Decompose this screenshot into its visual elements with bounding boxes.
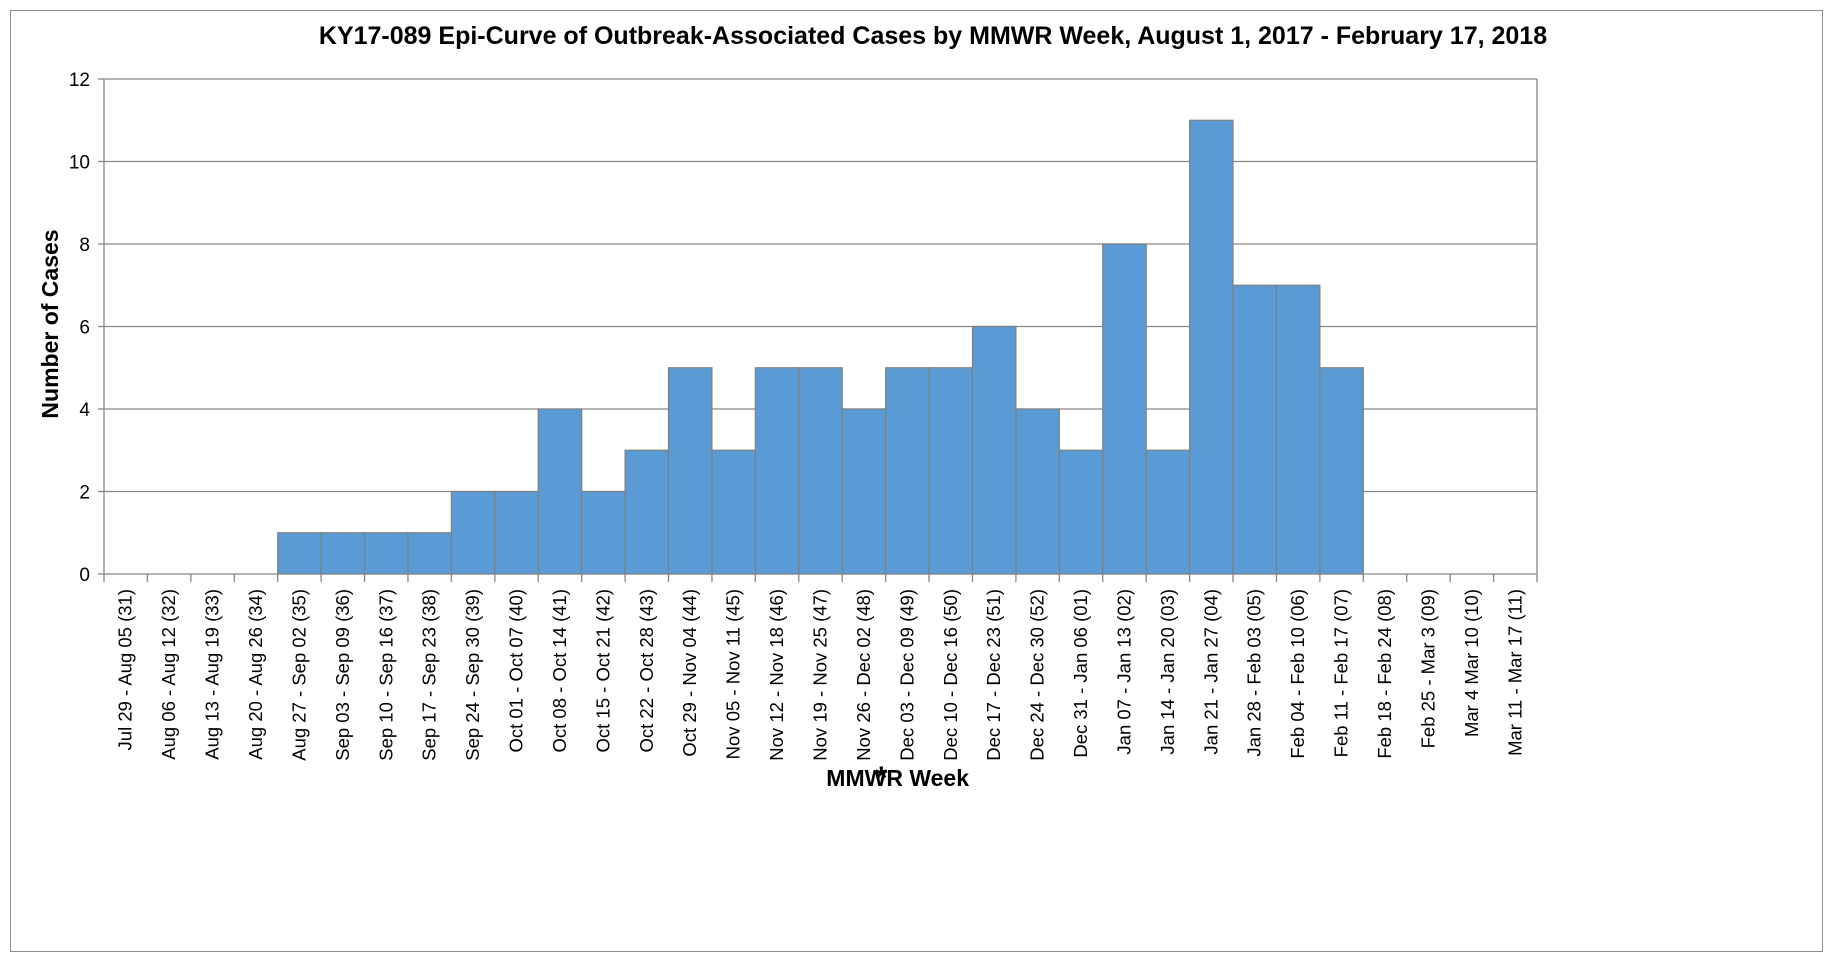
bar bbox=[363, 532, 409, 575]
x-tick-label: Oct 22 - Oct 28 (43) bbox=[636, 589, 657, 752]
x-tick-label: Jan 28 - Feb 03 (05) bbox=[1244, 589, 1265, 757]
bar bbox=[928, 367, 974, 575]
x-tick-label: Jan 21 - Jan 27 (04) bbox=[1200, 589, 1221, 755]
bar bbox=[711, 449, 756, 575]
x-axis-ticks: Jul 29 - Aug 05 (31) Aug 06 - Aug 12 (32)… bbox=[115, 589, 1526, 761]
bar bbox=[537, 408, 583, 575]
bar bbox=[1015, 408, 1060, 575]
bar bbox=[798, 367, 843, 575]
bar bbox=[1102, 243, 1147, 575]
y-tick-label: 12 bbox=[69, 70, 90, 91]
y-tick-label: 6 bbox=[79, 318, 90, 339]
bar bbox=[841, 408, 887, 575]
bar bbox=[1189, 119, 1234, 575]
bar bbox=[407, 532, 452, 575]
x-tick-label: Mar 4 Mar 10 (10) bbox=[1461, 589, 1482, 737]
x-tick-label: Oct 15 - Oct 21 (42) bbox=[592, 589, 613, 752]
x-tick-label: Nov 26 - Dec 02 (48) bbox=[853, 589, 874, 761]
x-tick-label: Aug 06 - Aug 12 (32) bbox=[158, 589, 179, 760]
bar bbox=[277, 532, 322, 575]
x-tick-label: Nov 12 - Nov 18 (46) bbox=[766, 589, 787, 761]
bar bbox=[1275, 284, 1321, 575]
x-tick-label: Dec 17 - Dec 23 (51) bbox=[983, 589, 1004, 761]
bar bbox=[581, 490, 626, 575]
x-axis-title: MMWR Week bbox=[826, 765, 969, 791]
x-tick-label: Nov 05 - Nov 11 (45) bbox=[723, 589, 744, 759]
x-tick-label: Feb 04 - Feb 10 (06) bbox=[1287, 589, 1308, 759]
y-tick-label: 4 bbox=[79, 400, 90, 421]
bar bbox=[1058, 449, 1104, 575]
x-tick-label: Dec 03 - Dec 09 (49) bbox=[896, 589, 917, 761]
x-tick-label: Sep 24 - Sep 30 (39) bbox=[462, 589, 483, 761]
y-axis-ticks: 0 2 4 6 8 10 12 bbox=[69, 70, 91, 586]
bar bbox=[1145, 449, 1191, 575]
y-tick-label: 10 bbox=[69, 153, 90, 174]
bar bbox=[624, 449, 670, 575]
bar bbox=[320, 532, 366, 575]
x-tick-label: Jan 14 - Jan 20 (03) bbox=[1157, 589, 1178, 755]
x-tick-label: Jul 29 - Aug 05 (31) bbox=[115, 589, 136, 750]
x-tick-label: Nov 19 - Nov 25 (47) bbox=[810, 589, 831, 761]
x-tick-label: Dec 10 - Dec 16 (50) bbox=[940, 589, 961, 761]
chart: KY17-089 Epi-Curve of Outbreak-Associate… bbox=[37, 22, 1547, 796]
y-tick-label: 8 bbox=[79, 235, 90, 256]
x-tick-label: Oct 01 - Oct 07 (40) bbox=[506, 589, 527, 752]
bar bbox=[885, 367, 930, 575]
bars bbox=[277, 119, 1364, 575]
chart-frame: KY17-089 Epi-Curve of Outbreak-Associate… bbox=[10, 10, 1823, 952]
bar bbox=[494, 490, 539, 575]
axes bbox=[98, 78, 1538, 582]
x-tick-label: Mar 11 - Mar 17 (11) bbox=[1504, 589, 1525, 756]
bar bbox=[971, 325, 1017, 575]
x-axis-title-asterisk: * bbox=[875, 760, 888, 796]
x-tick-label: Feb 11 - Feb 17 (07) bbox=[1331, 589, 1352, 757]
x-tick-label: Oct 08 - Oct 14 (41) bbox=[549, 589, 570, 752]
bar bbox=[1232, 284, 1278, 575]
bar bbox=[667, 367, 713, 575]
x-tick-label: Aug 20 - Aug 26 (34) bbox=[245, 589, 266, 760]
x-axis-title-group: MMWR Week * bbox=[826, 760, 969, 796]
x-tick-label: Oct 29 - Nov 04 (44) bbox=[679, 589, 700, 757]
x-tick-label: Dec 24 - Dec 30 (52) bbox=[1027, 589, 1048, 761]
x-tick-label: Sep 03 - Sep 09 (36) bbox=[332, 589, 353, 761]
x-tick-label: Dec 31 - Jan 06 (01) bbox=[1070, 589, 1091, 758]
chart-title: KY17-089 Epi-Curve of Outbreak-Associate… bbox=[319, 22, 1547, 50]
bar bbox=[754, 367, 800, 575]
y-tick-label: 2 bbox=[79, 483, 90, 504]
x-tick-label: Jan 07 - Jan 13 (02) bbox=[1113, 589, 1134, 755]
bar bbox=[450, 490, 496, 575]
y-axis-title: Number of Cases bbox=[37, 229, 63, 418]
x-tick-label: Sep 10 - Sep 16 (37) bbox=[375, 589, 396, 761]
x-tick-label: Feb 18 - Feb 24 (08) bbox=[1374, 589, 1395, 759]
x-tick-label: Sep 17 - Sep 23 (38) bbox=[419, 589, 440, 761]
y-tick-label: 0 bbox=[79, 565, 90, 586]
x-tick-label: Aug 27 - Sep 02 (35) bbox=[288, 589, 309, 761]
bar bbox=[1319, 367, 1364, 575]
x-tick-label: Feb 25 - Mar 3 (09) bbox=[1417, 589, 1438, 748]
x-tick-label: Aug 13 - Aug 19 (33) bbox=[202, 589, 223, 760]
